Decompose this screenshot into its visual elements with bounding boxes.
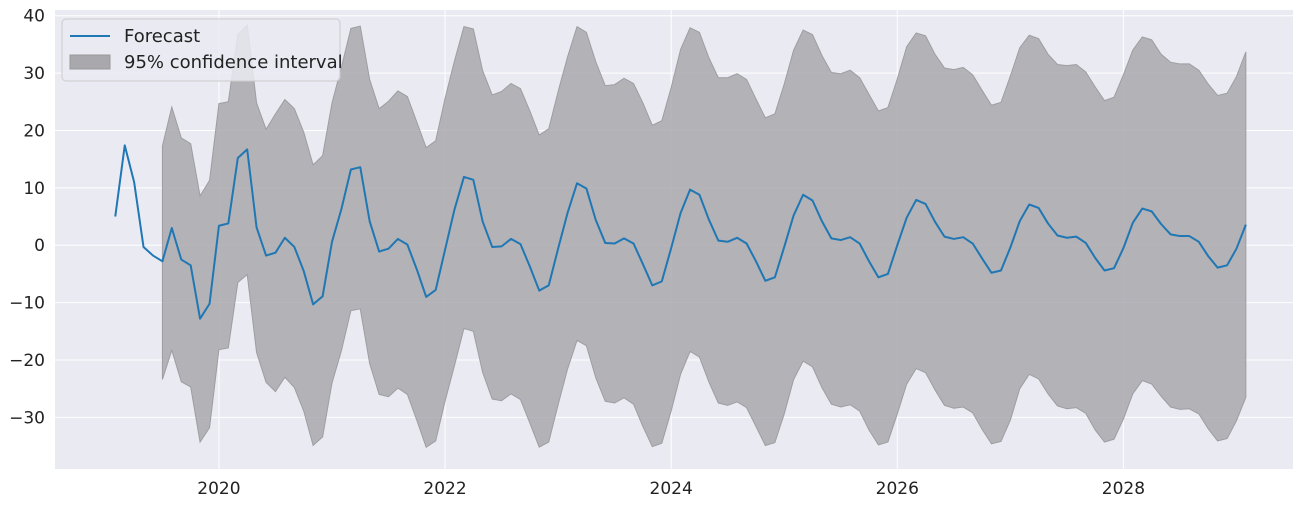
y-tick-label: 0 (34, 236, 45, 256)
x-tick-label: 2024 (650, 479, 693, 499)
y-tick-label: 40 (23, 7, 45, 27)
y-tick-label: −20 (9, 351, 45, 371)
x-tick-label: 2022 (423, 479, 466, 499)
x-tick-label: 2026 (876, 479, 919, 499)
legend-interval-swatch (69, 54, 111, 70)
legend-interval-label: 95% confidence interval (124, 52, 343, 73)
tick-labels: −30 −20 −10 0 10 20 30 40 2020 2022 2024 2026 2028 (9, 7, 1145, 499)
legend-box (61, 18, 341, 82)
confidence-band-layer (161, 23, 1247, 448)
y-tick-label: 30 (23, 64, 45, 84)
legend-forecast-label: Forecast (124, 26, 200, 47)
y-tick-label: −10 (9, 294, 45, 314)
x-tick-label: 2028 (1102, 479, 1145, 499)
y-tick-label: 20 (23, 121, 45, 141)
forecast-line-layer (114, 144, 1247, 320)
confidence-interval-band (161, 23, 1247, 448)
forecast-line (114, 144, 1247, 320)
legend: Forecast 95% confidence interval (61, 18, 343, 82)
y-tick-label: −30 (9, 408, 45, 428)
x-tick-label: 2020 (197, 479, 240, 499)
y-tick-label: 10 (23, 179, 45, 199)
